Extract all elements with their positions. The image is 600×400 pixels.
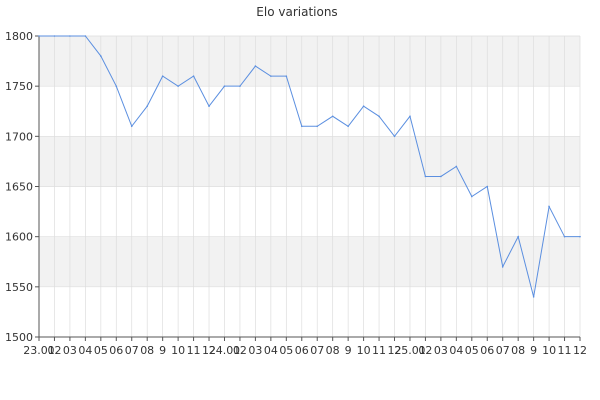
data-point <box>239 85 241 87</box>
x-tick-label: 05 <box>279 344 293 357</box>
data-point <box>471 195 473 198</box>
x-tick-label: 05 <box>465 344 479 357</box>
data-point <box>285 75 288 77</box>
x-tick-label: 04 <box>78 344 92 357</box>
data-point <box>84 35 87 37</box>
y-tick-label: 1600 <box>5 231 33 244</box>
grid-band <box>39 136 580 187</box>
data-point <box>378 115 380 118</box>
x-tick-label: 03 <box>63 344 77 357</box>
x-tick-label: 08 <box>511 344 525 357</box>
x-tick-label: 04 <box>264 344 278 357</box>
data-point <box>362 105 365 108</box>
series-lines <box>38 35 581 298</box>
x-tick-label: 10 <box>542 344 556 357</box>
x-tick-label: 24.01 <box>209 344 241 357</box>
data-point <box>393 135 396 138</box>
data-point <box>501 265 504 268</box>
x-tick-label: 9 <box>159 344 166 357</box>
x-tick-label: 03 <box>434 344 448 357</box>
x-tick-label: 9 <box>345 344 352 357</box>
x-tick-label: 11 <box>187 344 201 357</box>
y-tick-label: 1650 <box>5 181 33 194</box>
data-point <box>69 35 71 37</box>
data-point <box>161 75 164 77</box>
chart-title: Elo variations <box>256 5 337 19</box>
data-point <box>115 85 118 87</box>
x-tick-label: 12 <box>388 344 402 357</box>
data-point <box>192 75 195 77</box>
x-tick-label: 07 <box>125 344 139 357</box>
x-tick-label: 12 <box>202 344 216 357</box>
x-tick-label: 03 <box>248 344 262 357</box>
x-tick-label: 10 <box>171 344 185 357</box>
background-bands <box>39 36 580 287</box>
x-tick-label: 06 <box>109 344 123 357</box>
data-point <box>130 125 133 128</box>
x-tick-label: 12 <box>573 344 587 357</box>
x-tick-label: 11 <box>558 344 572 357</box>
data-point <box>300 125 303 128</box>
data-point <box>579 235 581 238</box>
data-point <box>254 65 257 67</box>
data-point <box>208 105 210 108</box>
x-tick-label: 07 <box>496 344 510 357</box>
x-tick-label: 02 <box>47 344 61 357</box>
data-point <box>146 105 148 108</box>
y-tick-label: 1500 <box>5 331 33 344</box>
data-point <box>563 235 566 238</box>
x-tick-label: 08 <box>140 344 154 357</box>
data-point <box>455 165 458 168</box>
x-tick-label: 25.01 <box>394 344 426 357</box>
y-tick-label: 1750 <box>5 80 33 93</box>
data-point <box>440 175 442 178</box>
y-tick-label: 1700 <box>5 130 33 143</box>
y-tick-label: 1800 <box>5 30 33 43</box>
data-point <box>331 115 334 118</box>
data-point <box>347 125 349 128</box>
data-point <box>53 35 56 37</box>
y-tick-label: 1550 <box>5 281 33 294</box>
data-point <box>316 125 319 128</box>
data-point <box>532 296 535 298</box>
data-point <box>177 85 179 87</box>
x-tick-label: 9 <box>530 344 537 357</box>
data-point <box>223 85 226 87</box>
data-point <box>100 55 102 57</box>
data-point <box>409 115 411 118</box>
x-tick-label: 05 <box>94 344 108 357</box>
x-tick-label: 23.01 <box>23 344 55 357</box>
data-point <box>270 75 272 77</box>
x-tick-label: 02 <box>418 344 432 357</box>
x-tick-label: 10 <box>357 344 371 357</box>
data-point <box>548 205 550 208</box>
data-point <box>486 185 489 188</box>
x-tick-label: 06 <box>480 344 494 357</box>
data-point <box>424 175 427 178</box>
elo-series-line <box>39 35 580 297</box>
y-axis-ticks: 1500 1550 1600 1650 1700 1750 1800 <box>5 30 39 344</box>
x-tick-label: 08 <box>326 344 340 357</box>
grid-band <box>39 36 580 87</box>
x-tick-label: 07 <box>310 344 324 357</box>
data-point <box>517 235 519 238</box>
x-tick-label: 11 <box>372 344 386 357</box>
grid-band <box>39 236 580 287</box>
x-tick-label: 06 <box>295 344 309 357</box>
data-point <box>38 35 40 37</box>
x-tick-label: 04 <box>449 344 463 357</box>
x-tick-label: 02 <box>233 344 247 357</box>
